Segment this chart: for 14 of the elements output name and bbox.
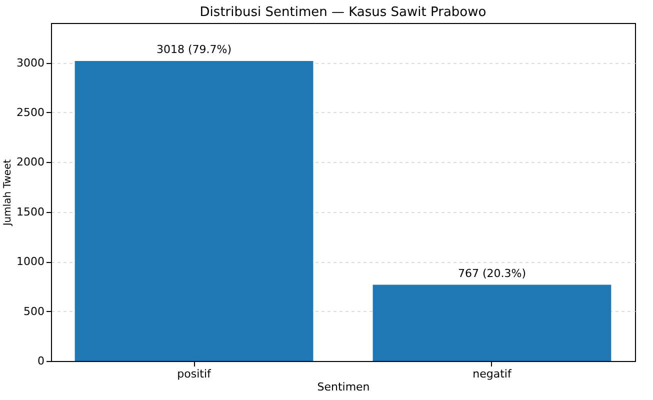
y-tick-label: 1500 (16, 205, 44, 218)
y-axis-title: Jumlah Tweet (2, 159, 14, 227)
data-label: 767 (20.3%) (458, 266, 526, 280)
y-tick-label: 2000 (16, 156, 44, 169)
data-label: 3018 (79.7%) (156, 42, 232, 56)
x-axis-title: Sentimen (317, 380, 370, 394)
y-tick-label: 3000 (16, 56, 44, 70)
y-tick-label: 500 (24, 304, 44, 318)
x-tick-label: positif (177, 368, 212, 380)
y-tick-label: 2500 (16, 106, 44, 119)
y-tick-label: 0 (38, 354, 44, 368)
x-tick-label: negatif (472, 368, 512, 380)
chart-title: Distribusi Sentimen — Kasus Sawit Prabowo (200, 5, 486, 20)
y-tick-label: 1000 (16, 255, 44, 268)
